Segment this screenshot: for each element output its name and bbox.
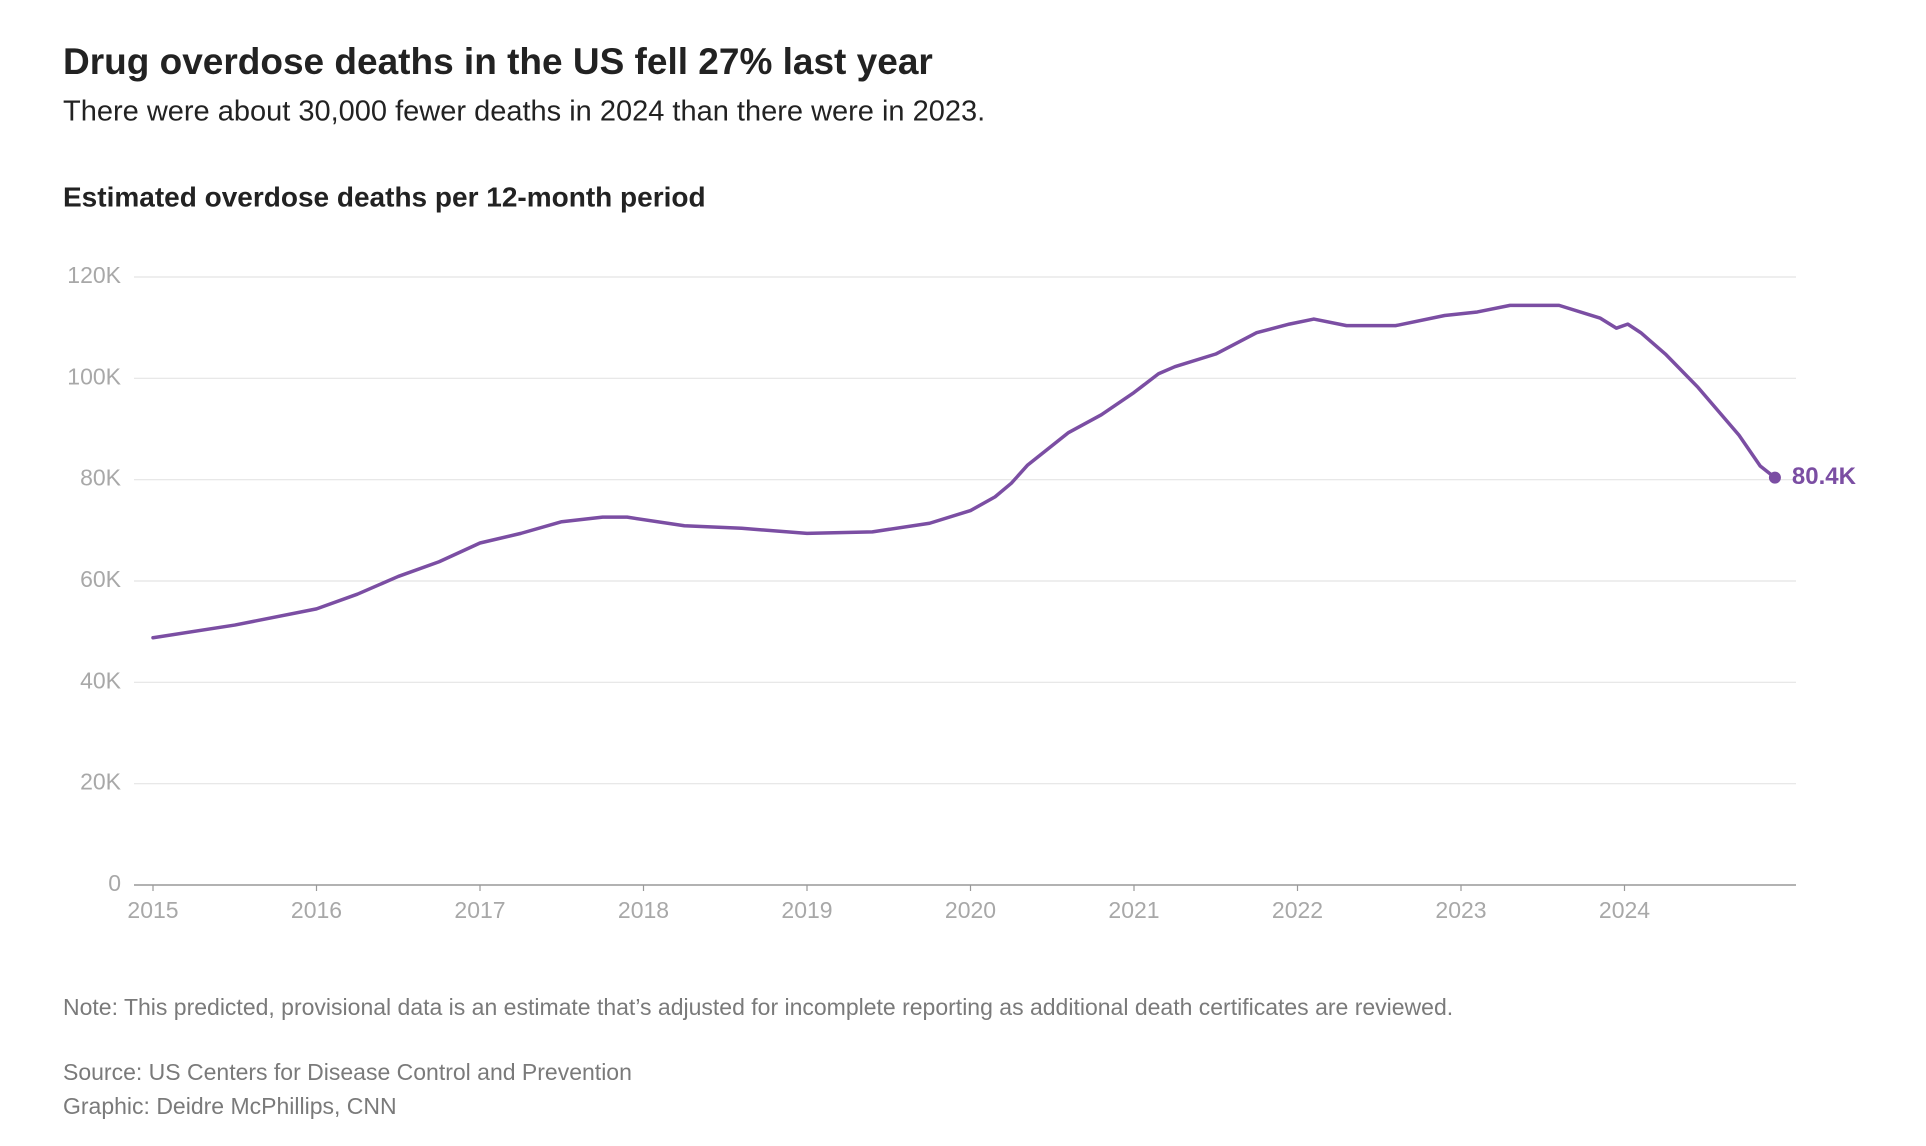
source: Source: US Centers for Disease Control a… — [63, 1059, 632, 1085]
x-tick-label: 2021 — [1108, 897, 1159, 923]
y-tick-label: 80K — [80, 465, 122, 491]
x-tick-label: 2023 — [1435, 897, 1486, 923]
y-tick-label: 60K — [80, 566, 122, 592]
y-tick-label: 120K — [67, 262, 121, 288]
end-label: 80.4K — [1792, 463, 1857, 490]
x-tick-label: 2015 — [127, 897, 178, 923]
x-tick-label: 2022 — [1272, 897, 1323, 923]
note: Note: This predicted, provisional data i… — [63, 994, 1453, 1020]
chart-subtitle: There were about 30,000 fewer deaths in … — [63, 96, 985, 128]
y-tick-label: 0 — [108, 870, 121, 896]
x-tick-label: 2019 — [781, 897, 832, 923]
y-tick-label: 100K — [67, 363, 121, 389]
x-tick-label: 2024 — [1599, 897, 1650, 923]
credit: Graphic: Deidre McPhillips, CNN — [63, 1093, 397, 1119]
y-tick-label: 20K — [80, 769, 122, 795]
line — [151, 303, 1777, 640]
x-tick-label: 2017 — [454, 897, 505, 923]
axis-title: Estimated overdose deaths per 12-month p… — [63, 181, 706, 212]
x-tick-label: 2016 — [291, 897, 342, 923]
y-tick-label: 40K — [80, 667, 122, 693]
x-tick-label: 2020 — [945, 897, 996, 923]
end-point — [1768, 471, 1781, 484]
chart-title: Drug overdose deaths in the US fell 27% … — [63, 41, 933, 82]
x-tick-label: 2018 — [618, 897, 669, 923]
